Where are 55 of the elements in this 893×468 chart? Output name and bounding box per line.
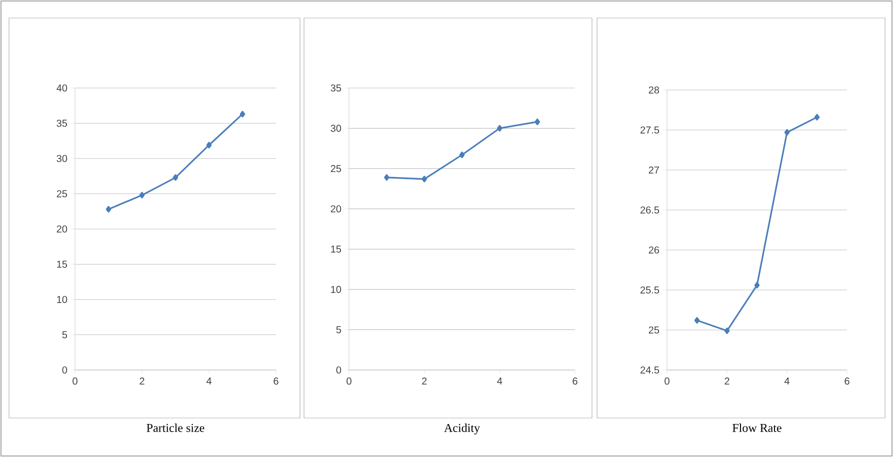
point [172, 174, 178, 181]
x-tick-label: 4 [784, 378, 790, 384]
y-tick-label: 25.5 [640, 286, 660, 294]
point [784, 129, 790, 136]
x-tick-label: 0 [72, 378, 78, 385]
y-tick-label: 0 [62, 366, 68, 374]
y-tick-label: 25 [648, 326, 660, 334]
x-tick-label: 6 [274, 378, 278, 385]
x-tick-label: 6 [844, 378, 850, 385]
y-tick-label: 20 [330, 205, 342, 212]
point [384, 174, 390, 181]
x-axis-title: Acidity [444, 424, 480, 434]
y-tick-label: 5 [336, 326, 342, 334]
y-tick-label: 10 [331, 286, 342, 293]
y-tick-label: 26 [648, 246, 660, 254]
y-tick-label: 25 [56, 190, 68, 198]
y-tick-label: 5 [62, 331, 68, 338]
point [534, 118, 540, 126]
y-tick-label: 30 [330, 124, 342, 132]
point [724, 328, 730, 334]
x-axis-title: Flow Rate [732, 424, 782, 432]
point [814, 114, 820, 120]
y-tick-label: 24.5 [640, 366, 660, 374]
y-tick-label: 20 [56, 225, 68, 233]
y-tick-label: 40 [56, 84, 68, 92]
point [754, 282, 760, 288]
y-tick-label: 0 [336, 366, 342, 374]
x-tick-label: 4 [497, 378, 502, 384]
y-tick-label: 27 [648, 166, 659, 174]
y-tick-label: 26.5 [640, 206, 660, 214]
y-tick-label: 27.5 [640, 126, 660, 134]
x-tick-label: 2 [140, 378, 144, 385]
x-tick-label: 0 [346, 378, 352, 385]
point [206, 142, 212, 148]
x-tick-label: 2 [724, 378, 730, 385]
point [240, 110, 246, 118]
x-axis-title: Particle size [146, 424, 204, 432]
y-tick-label: 35 [330, 84, 342, 92]
y-tick-label: 15 [57, 260, 68, 268]
point [459, 152, 465, 158]
point [422, 176, 428, 182]
x-tick-label: 4 [206, 378, 212, 384]
y-tick-label: 15 [331, 246, 342, 253]
point [139, 192, 145, 198]
x-tick-label: 6 [572, 378, 578, 385]
y-tick-label: 35 [56, 120, 68, 127]
y-tick-label: 28 [648, 86, 660, 94]
y-tick-label: 25 [330, 165, 342, 172]
x-tick-label: 0 [664, 378, 670, 385]
y-tick-label: 30 [56, 154, 68, 162]
x-tick-label: 2 [422, 378, 427, 385]
y-tick-label: 10 [57, 296, 68, 304]
point [106, 206, 112, 213]
point [694, 317, 700, 324]
point [497, 124, 502, 132]
